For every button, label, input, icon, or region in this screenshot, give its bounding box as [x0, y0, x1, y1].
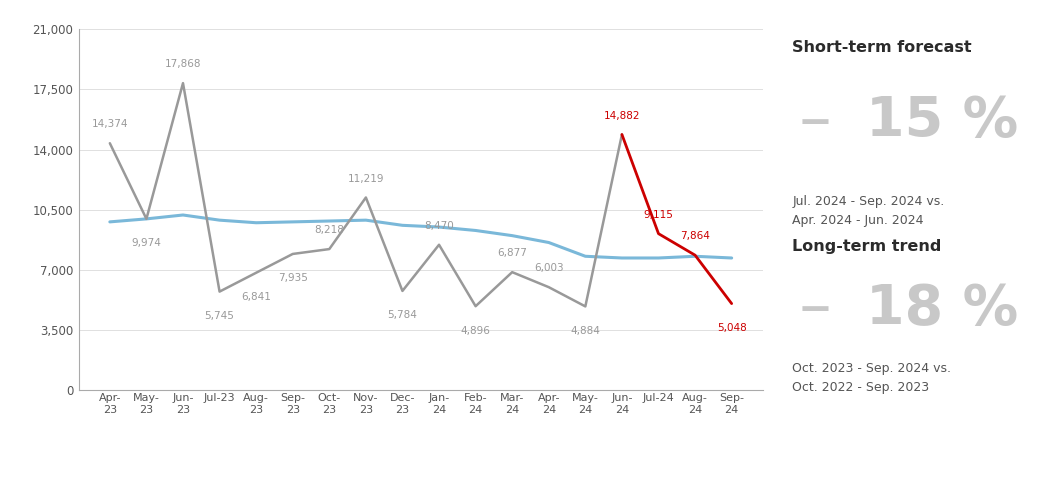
Text: 6,877: 6,877	[498, 248, 527, 258]
Text: 4,896: 4,896	[461, 325, 490, 336]
Text: −: −	[797, 102, 833, 143]
Text: 7,864: 7,864	[680, 231, 710, 241]
Text: 5,048: 5,048	[717, 323, 747, 333]
Text: 11,219: 11,219	[348, 174, 384, 183]
Text: 18 %: 18 %	[866, 282, 1018, 336]
Text: Short-term forecast: Short-term forecast	[792, 40, 972, 55]
Text: 14,374: 14,374	[91, 120, 128, 129]
Text: 9,974: 9,974	[131, 238, 162, 248]
Text: 5,745: 5,745	[205, 311, 234, 321]
Text: 8,470: 8,470	[424, 221, 454, 231]
Text: 15 %: 15 %	[866, 94, 1018, 148]
Text: 6,003: 6,003	[534, 264, 564, 273]
Text: 14,882: 14,882	[604, 111, 640, 121]
Text: 17,868: 17,868	[165, 59, 202, 69]
Text: 6,841: 6,841	[242, 292, 271, 302]
Text: Jul. 2024 - Sep. 2024 vs.
Apr. 2024 - Jun. 2024: Jul. 2024 - Sep. 2024 vs. Apr. 2024 - Ju…	[792, 195, 944, 227]
Text: 9,115: 9,115	[644, 210, 673, 220]
Text: Long-term trend: Long-term trend	[792, 239, 942, 254]
Text: 8,218: 8,218	[314, 225, 344, 235]
Text: 4,884: 4,884	[570, 326, 601, 336]
Text: 5,784: 5,784	[387, 310, 418, 321]
Text: 7,935: 7,935	[278, 273, 308, 284]
Text: −: −	[797, 289, 833, 331]
Text: Oct. 2023 - Sep. 2024 vs.
Oct. 2022 - Sep. 2023: Oct. 2023 - Sep. 2024 vs. Oct. 2022 - Se…	[792, 362, 951, 393]
